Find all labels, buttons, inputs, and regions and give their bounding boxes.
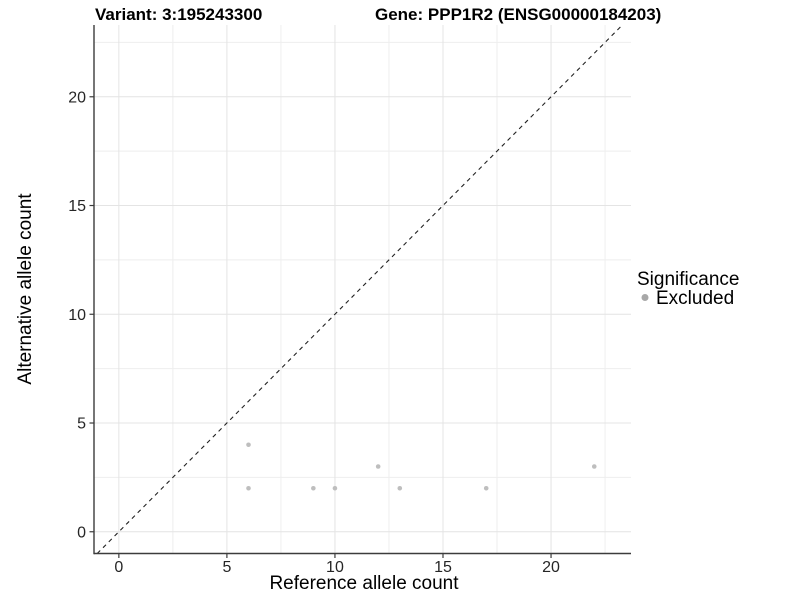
data-point <box>397 485 403 491</box>
y-tick-label: 15 <box>68 198 86 215</box>
identity-line-group <box>96 24 623 554</box>
y-tick-label: 5 <box>77 416 86 433</box>
variant-title: Variant: 3:195243300 <box>95 5 262 24</box>
axis-tick-marks <box>89 96 552 558</box>
data-point <box>246 485 251 491</box>
x-tick-label: 10 <box>326 559 344 576</box>
axis-lines <box>93 25 631 555</box>
y-axis-title: Alternative allele count <box>15 193 36 385</box>
y-tick-label: 0 <box>77 524 86 541</box>
legend-point-swatch <box>641 294 649 301</box>
x-tick-label: 20 <box>542 559 560 576</box>
y-tick-labels: 0 5 10 15 20 <box>68 89 86 541</box>
y-tick-label: 10 <box>68 307 86 324</box>
data-point <box>246 442 251 448</box>
data-points <box>246 442 597 491</box>
legend-title: Significance <box>637 269 739 290</box>
gridlines-minor <box>94 25 631 554</box>
data-point <box>332 485 338 491</box>
data-point <box>375 464 381 469</box>
data-point <box>591 464 597 469</box>
y-tick-label: 20 <box>68 89 86 106</box>
gene-title: Gene: PPP1R2 (ENSG00000184203) <box>375 5 661 24</box>
gridlines-major <box>94 25 631 554</box>
legend: Significance Excluded <box>637 269 739 309</box>
x-tick-labels: 0 5 10 15 20 <box>114 559 560 576</box>
identity-line <box>96 24 623 554</box>
x-tick-label: 15 <box>434 559 452 576</box>
data-point <box>483 485 489 491</box>
data-point <box>311 485 316 491</box>
x-axis-title: Reference allele count <box>269 573 459 594</box>
x-tick-label: 0 <box>114 559 123 576</box>
legend-item-label: Excluded <box>656 288 734 309</box>
x-tick-label: 5 <box>222 559 231 576</box>
